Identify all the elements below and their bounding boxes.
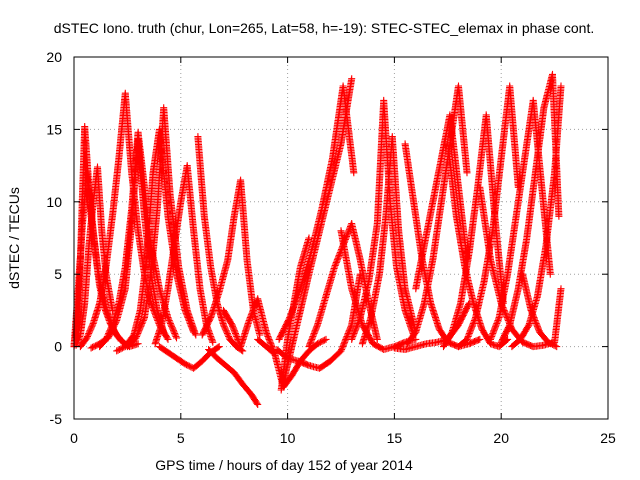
- plus-markers: [198, 176, 264, 339]
- x-axis-label: GPS time / hours of day 152 of year 2014: [155, 457, 413, 473]
- data-series-arc-7: [113, 125, 198, 355]
- plus-markers: [205, 346, 262, 408]
- plus-markers: [519, 270, 561, 351]
- plus-markers: [390, 299, 473, 353]
- x-tick-label: 10: [280, 430, 296, 446]
- data-series-arc-28: [455, 82, 522, 351]
- x-tick-label: 0: [70, 430, 78, 446]
- plus-markers: [220, 295, 279, 358]
- data-series-arc-25: [412, 111, 471, 293]
- data-series-arc-17: [279, 75, 356, 387]
- data-series-arc-12: [205, 346, 262, 408]
- plot-frame: [73, 56, 609, 420]
- plus-markers: [277, 234, 313, 394]
- y-tick-label: -5: [50, 411, 63, 427]
- data-series-arc-11: [198, 176, 264, 339]
- y-axis-label: dSTEC / TECUs: [6, 187, 22, 289]
- plus-markers: [151, 162, 217, 348]
- data-series-arc-34: [390, 299, 473, 353]
- data-series-arc-18: [277, 234, 313, 394]
- data-series-arc-31: [508, 82, 565, 351]
- plus-markers: [113, 125, 198, 355]
- plus-markers: [412, 111, 471, 293]
- y-tick-label: 15: [46, 121, 62, 137]
- data-series-arc-33: [519, 270, 561, 351]
- data-points: [70, 70, 565, 408]
- y-tick-label: 20: [46, 49, 62, 65]
- y-tick-label: 5: [54, 266, 62, 282]
- plus-markers: [72, 163, 116, 349]
- data-series-arc-10: [194, 133, 247, 355]
- data-series-arc-13: [220, 295, 279, 358]
- plus-markers: [194, 133, 247, 355]
- plus-markers: [358, 133, 420, 348]
- data-series-arc-22: [358, 133, 420, 348]
- plus-markers: [455, 82, 522, 351]
- chart-title: dSTEC Iono. truth (chur, Lon=265, Lat=58…: [54, 20, 594, 36]
- x-tick-label: 25: [600, 430, 616, 446]
- y-tick-label: 10: [46, 194, 62, 210]
- plus-markers: [508, 82, 565, 351]
- y-tick-label: 0: [54, 339, 62, 355]
- axis-ticks: 0 5 10 15 20 25 -5 0 5 10 15 20: [46, 49, 616, 446]
- x-tick-label: 15: [387, 430, 403, 446]
- plus-markers: [279, 75, 356, 387]
- data-series-arc-2: [72, 163, 116, 349]
- x-tick-label: 20: [493, 430, 509, 446]
- data-series-arc-8: [151, 162, 217, 348]
- x-tick-label: 5: [177, 430, 185, 446]
